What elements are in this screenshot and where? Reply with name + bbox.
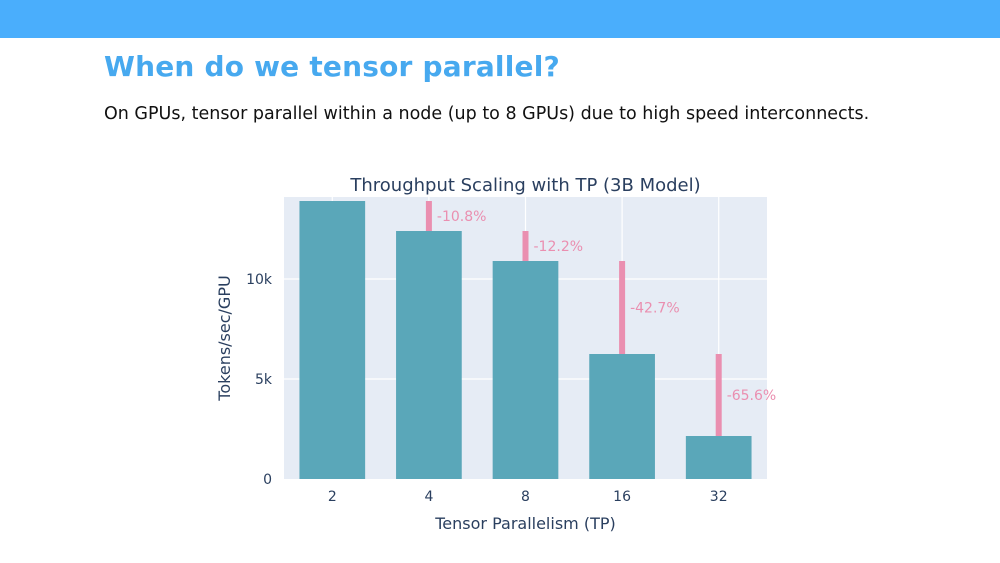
y-tick-label: 10k: [246, 272, 273, 288]
slide-body-text: On GPUs, tensor parallel within a node (…: [104, 104, 870, 124]
throughput-chart: -10.8% -12.2% -42.7% -65.6% 0 5k 10k 2 4 8 16 32 …: [200, 165, 800, 545]
drop-label-tp-4: -10.8%: [437, 209, 487, 225]
bar-tp-32: [685, 436, 752, 479]
bar-tp-16: [589, 354, 655, 479]
x-tick-label: 16: [613, 489, 631, 505]
slide-title: When do we tensor parallel?: [104, 50, 560, 83]
y-tick-labels: 0 5k 10k: [246, 272, 273, 488]
drop-bar-tp-16: [619, 261, 626, 354]
bar-tp-8: [492, 261, 559, 479]
drop-label-tp-32: -65.6%: [727, 388, 777, 404]
drop-bar-tp-8: [522, 231, 529, 261]
y-axis-label: Tokens/sec/GPU: [215, 275, 234, 401]
x-axis-label: Tensor Parallelism (TP): [434, 514, 615, 533]
x-tick-label: 32: [710, 489, 728, 505]
y-tick-label: 0: [263, 472, 272, 488]
chart-title: Throughput Scaling with TP (3B Model): [349, 175, 700, 196]
drop-bar-tp-4: [425, 201, 432, 231]
top-accent-bar: [0, 0, 1000, 38]
x-tick-labels: 2 4 8 16 32: [328, 489, 728, 505]
x-tick-label: 8: [521, 489, 530, 505]
drop-label-tp-16: -42.7%: [630, 301, 680, 317]
bar-tp-2: [299, 201, 366, 479]
x-tick-label: 4: [424, 489, 433, 505]
bars: [299, 201, 752, 479]
y-tick-label: 5k: [255, 372, 273, 388]
bar-tp-4: [396, 231, 462, 479]
x-tick-label: 2: [328, 489, 337, 505]
drop-indicators: -10.8% -12.2% -42.7% -65.6%: [425, 201, 777, 436]
drop-label-tp-8: -12.2%: [534, 239, 584, 255]
drop-bar-tp-32: [715, 354, 722, 436]
